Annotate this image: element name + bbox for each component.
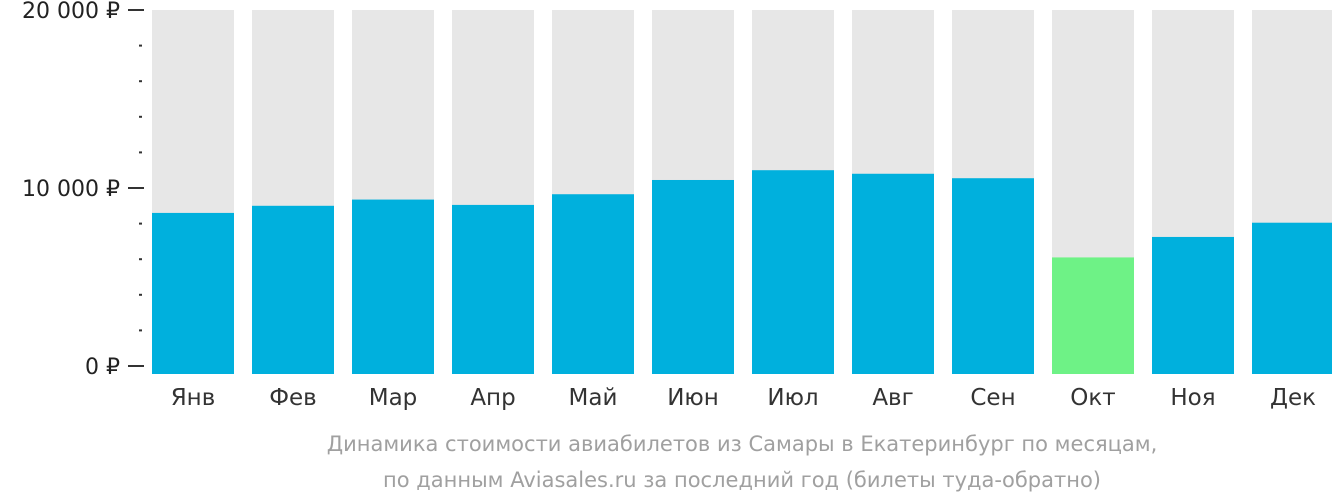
- bar: [1152, 236, 1234, 374]
- bar: [752, 170, 834, 374]
- bar: [652, 179, 734, 374]
- x-category-label: Июн: [667, 385, 719, 411]
- bar-cheapest: [1052, 257, 1134, 374]
- y-tick-label: 0 ₽: [85, 355, 120, 380]
- chart-caption-line-1: Динамика стоимости авиабилетов из Самары…: [326, 432, 1158, 456]
- bar: [952, 178, 1034, 374]
- x-category-label: Сен: [970, 385, 1015, 411]
- x-category-label: Авг: [872, 385, 913, 411]
- x-category-label: Ноя: [1170, 385, 1215, 411]
- x-category-label: Май: [569, 385, 618, 411]
- chart-canvas: 0 ₽ 10 000 ₽ 20 000 ₽ Янв Фев Мар Апр Май Июн Ию…: [22, 0, 1332, 411]
- x-category-label: Мар: [369, 385, 418, 411]
- x-category-label: Июл: [767, 385, 818, 411]
- bar: [1252, 222, 1332, 374]
- y-axis: 0 ₽ 10 000 ₽ 20 000 ₽: [22, 0, 144, 380]
- x-category-label: Окт: [1070, 385, 1115, 411]
- chart-caption-line-2: по данным Aviasales.ru за последний год …: [383, 468, 1101, 492]
- y-tick-label: 20 000 ₽: [22, 0, 120, 24]
- bars-group: [152, 10, 1332, 374]
- x-axis-labels: Янв Фев Мар Апр Май Июн Июл Авг Сен Окт Ноя Дек: [171, 385, 1316, 411]
- bar: [852, 173, 934, 374]
- x-category-label: Фев: [269, 385, 317, 411]
- x-category-label: Апр: [470, 385, 515, 411]
- bar: [552, 194, 634, 374]
- bar: [152, 212, 234, 374]
- bar: [252, 205, 334, 374]
- x-category-label: Дек: [1270, 385, 1316, 411]
- x-category-label: Янв: [171, 385, 216, 411]
- y-tick-label: 10 000 ₽: [22, 177, 120, 202]
- bar: [452, 204, 534, 374]
- bar: [352, 199, 434, 374]
